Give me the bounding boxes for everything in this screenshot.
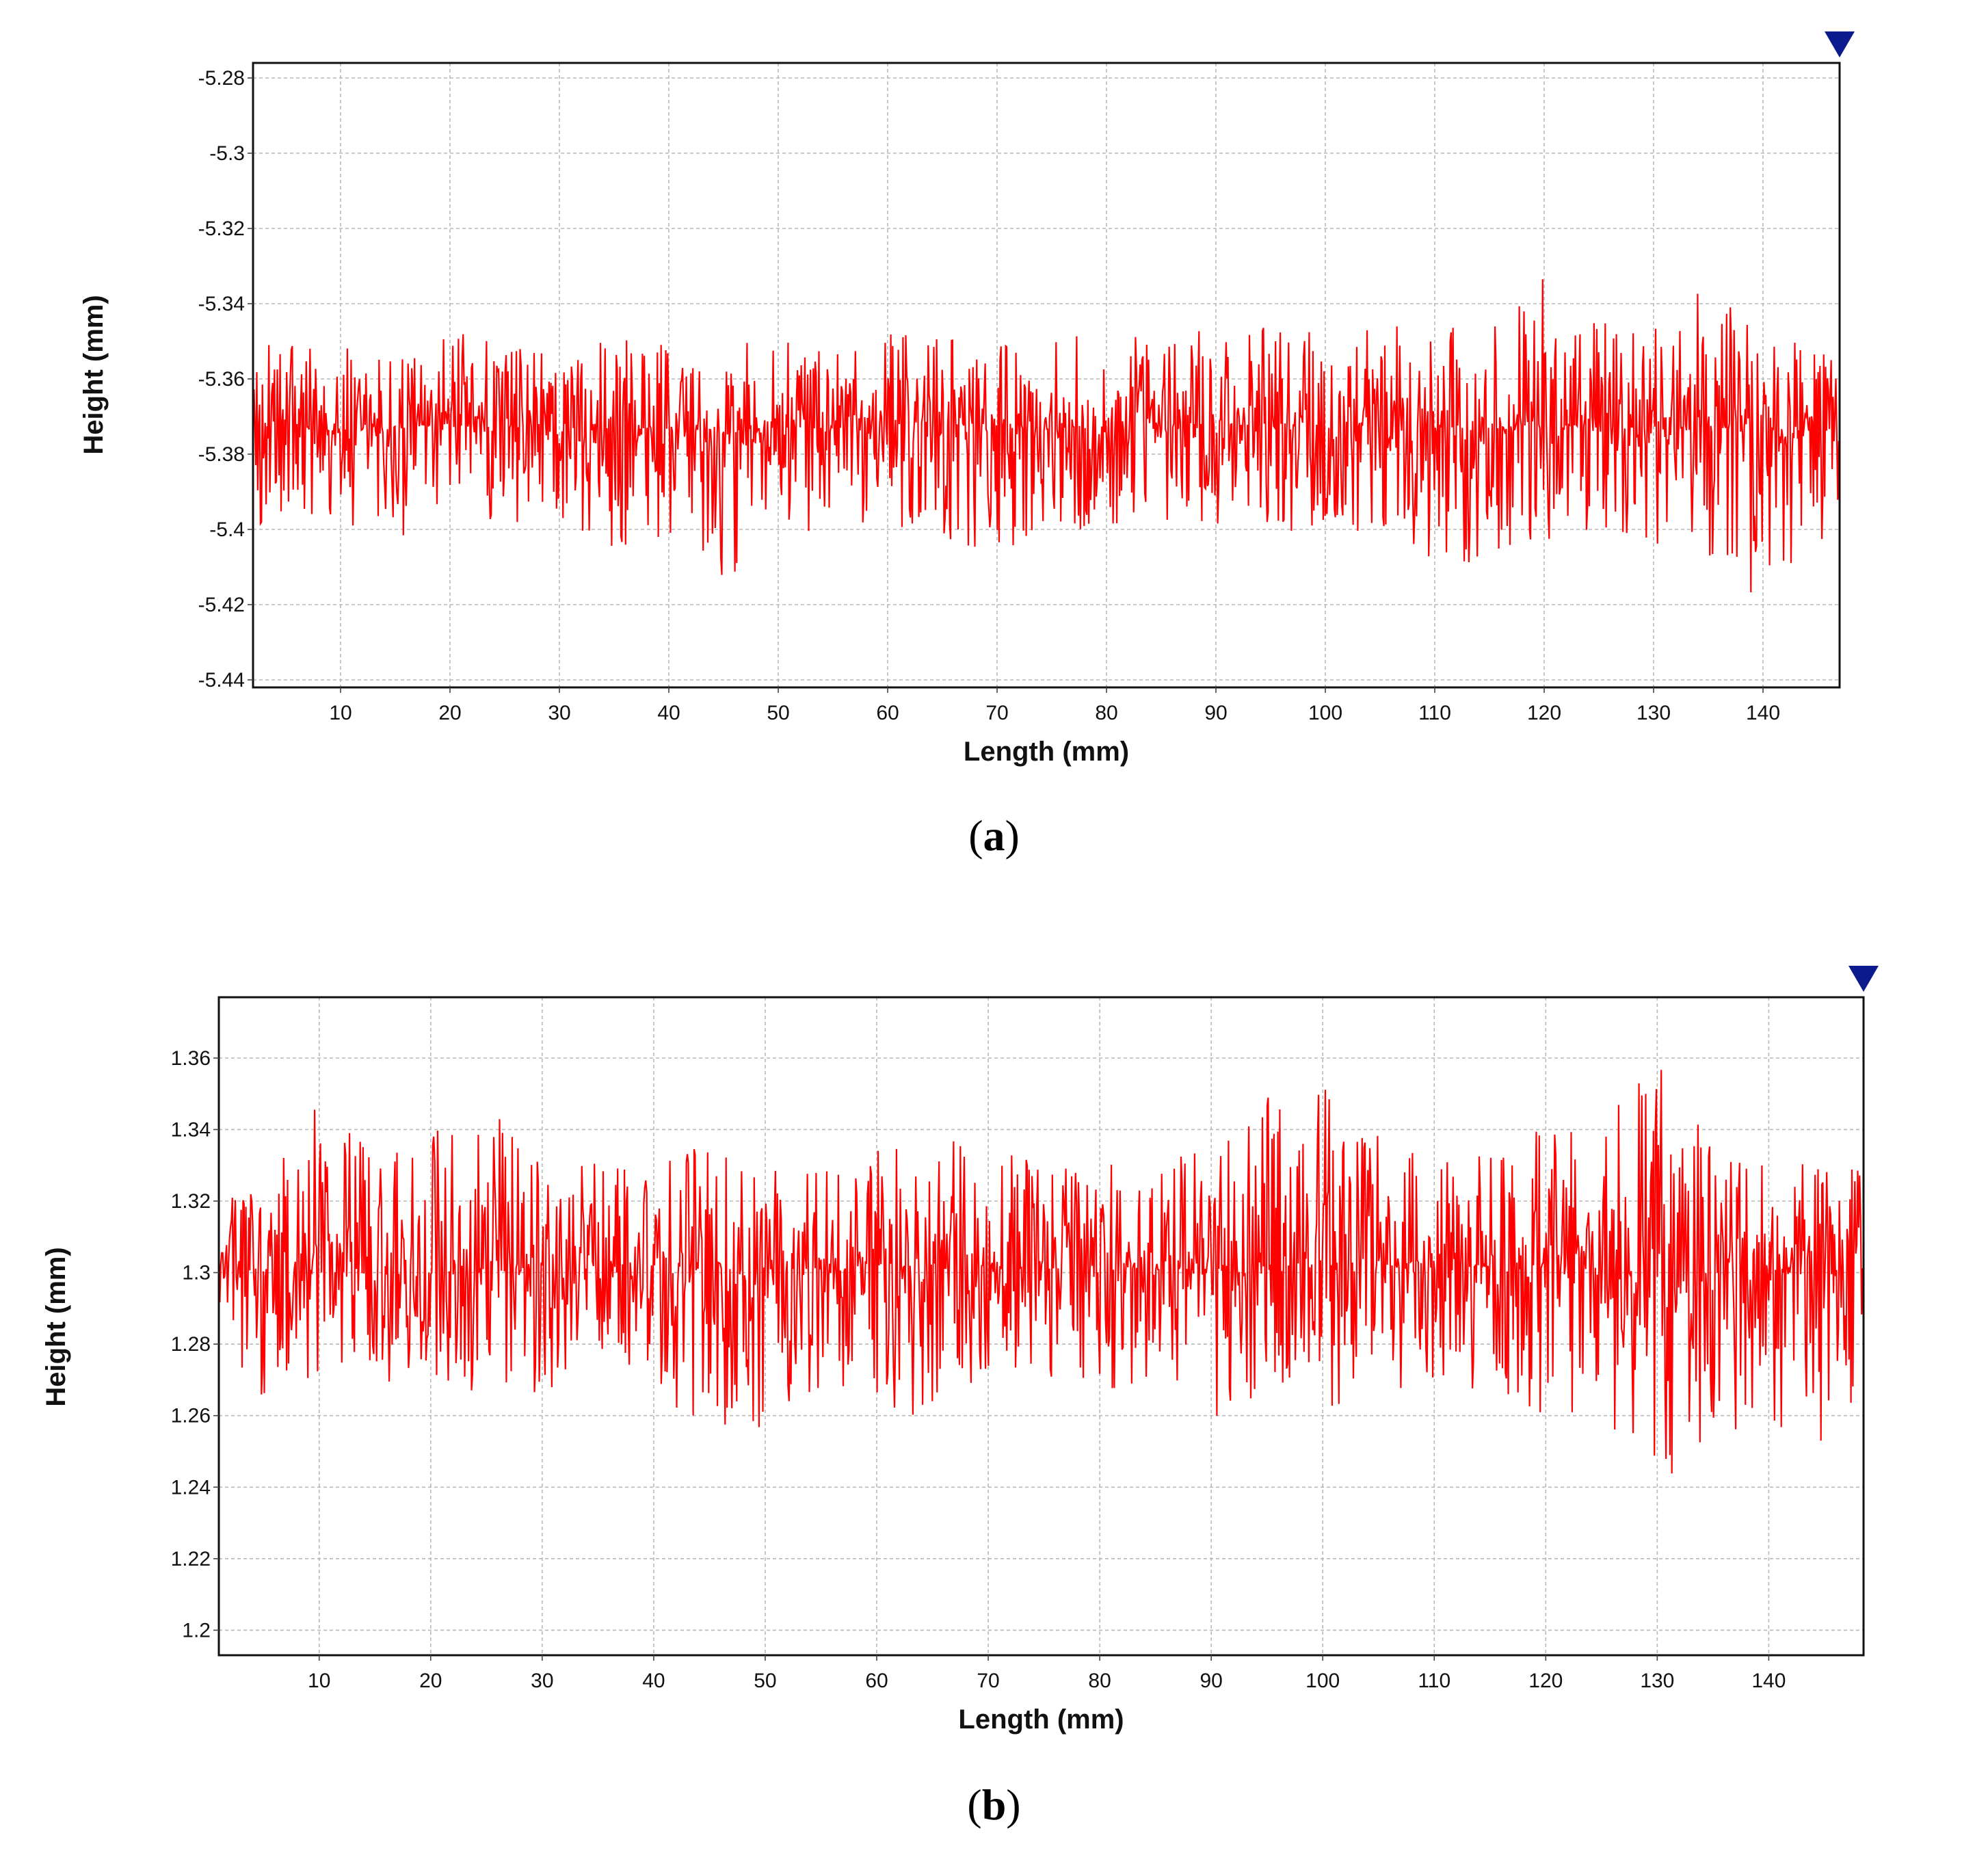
y-tick-label: 1.36 xyxy=(171,1047,211,1070)
x-tick-label: 110 xyxy=(1418,702,1451,724)
x-tick-label: 130 xyxy=(1636,702,1671,724)
y-axis-label: Height (mm) xyxy=(41,1247,71,1406)
x-tick-label: 20 xyxy=(438,702,461,724)
y-tick-label: 1.32 xyxy=(171,1190,211,1213)
caption-close-paren: ) xyxy=(1005,811,1020,860)
y-tick-label: 1.2 xyxy=(182,1619,211,1642)
plot-area xyxy=(219,997,1864,1655)
y-tick-label: 1.22 xyxy=(171,1548,211,1570)
x-tick-label: 100 xyxy=(1308,702,1342,724)
y-tick-label: -5.4 xyxy=(209,518,245,541)
cursor-marker-icon xyxy=(1848,966,1879,992)
x-tick-label: 140 xyxy=(1751,1670,1786,1692)
x-tick-label: 80 xyxy=(1088,1670,1111,1692)
x-tick-label: 90 xyxy=(1200,1670,1222,1692)
y-tick-label: 1.34 xyxy=(171,1118,211,1141)
x-tick-label: 30 xyxy=(548,702,570,724)
y-tick-label: -5.3 xyxy=(209,142,245,165)
y-tick-label: -5.32 xyxy=(198,218,245,240)
ticks xyxy=(213,1057,1770,1661)
x-tick-label: 100 xyxy=(1306,1670,1340,1692)
x-tick-label: 50 xyxy=(767,702,789,724)
axes-frame xyxy=(217,996,1865,1657)
x-tick-label: 10 xyxy=(308,1670,330,1692)
x-tick-label: 40 xyxy=(657,702,680,724)
panel-caption-b: (b) xyxy=(0,1780,1988,1830)
y-tick-label: -5.36 xyxy=(198,368,245,391)
y-tick-label: 1.26 xyxy=(171,1405,211,1427)
x-tick-label: 130 xyxy=(1640,1670,1674,1692)
x-tick-label: 120 xyxy=(1527,702,1561,724)
x-tick-label: 30 xyxy=(531,1670,553,1692)
caption-open-paren: ( xyxy=(967,1780,982,1829)
caption-close-paren: ) xyxy=(1006,1780,1021,1829)
x-axis-label: Length (mm) xyxy=(958,1704,1124,1735)
y-tick-label: -5.34 xyxy=(198,293,245,315)
y-tick-label: -5.44 xyxy=(198,669,245,692)
caption-open-paren: ( xyxy=(968,811,983,860)
x-tick-label: 10 xyxy=(329,702,352,724)
figure-panel-b: 10 20 30 40 50 60 70 80 90 100 110 120 130 140 1.36 1.3… xyxy=(0,917,1988,1857)
x-tick-label: 60 xyxy=(865,1670,888,1692)
x-tick-label: 140 xyxy=(1746,702,1780,724)
grid xyxy=(253,63,1840,687)
chart-a: 10 20 30 40 50 60 70 80 90 100 110 120 130 140 -5.28 -5… xyxy=(79,31,1855,767)
x-tick-label: 50 xyxy=(754,1670,776,1692)
caption-letter: a xyxy=(983,811,1005,860)
x-tick-label: 90 xyxy=(1204,702,1227,724)
series-line xyxy=(217,1070,1865,1474)
caption-letter: b xyxy=(981,1780,1007,1829)
chart-b: 10 20 30 40 50 60 70 80 90 100 110 120 130 140 1.36 1.3… xyxy=(41,966,1879,1735)
x-tick-label: 20 xyxy=(419,1670,442,1692)
x-tick-label: 80 xyxy=(1095,702,1117,724)
y-tick-label: 1.28 xyxy=(171,1333,211,1356)
plot-area xyxy=(253,63,1840,687)
y-tick-label: -5.38 xyxy=(198,443,245,466)
panel-caption-a: (a) xyxy=(0,811,1988,861)
y-tick-label: 1.3 xyxy=(182,1262,211,1285)
x-tick-label: 110 xyxy=(1418,1670,1450,1692)
series-line xyxy=(252,279,1841,593)
ticks xyxy=(248,77,1764,693)
axes-frame xyxy=(252,62,1841,689)
x-tick-label: 70 xyxy=(985,702,1008,724)
cursor-marker-icon xyxy=(1825,31,1855,57)
y-tick-label: -5.42 xyxy=(198,594,245,616)
x-tick-label: 70 xyxy=(977,1670,999,1692)
y-tick-label: -5.28 xyxy=(198,67,245,90)
y-tick-label: 1.24 xyxy=(171,1476,211,1499)
x-tick-label: 120 xyxy=(1528,1670,1563,1692)
x-tick-label: 40 xyxy=(642,1670,665,1692)
figure-panel-a: 10 20 30 40 50 60 70 80 90 100 110 120 130 140 -5.28 -5… xyxy=(0,0,1988,889)
x-axis-label: Length (mm) xyxy=(964,737,1129,767)
x-tick-label: 60 xyxy=(876,702,899,724)
y-axis-label: Height (mm) xyxy=(79,295,109,454)
